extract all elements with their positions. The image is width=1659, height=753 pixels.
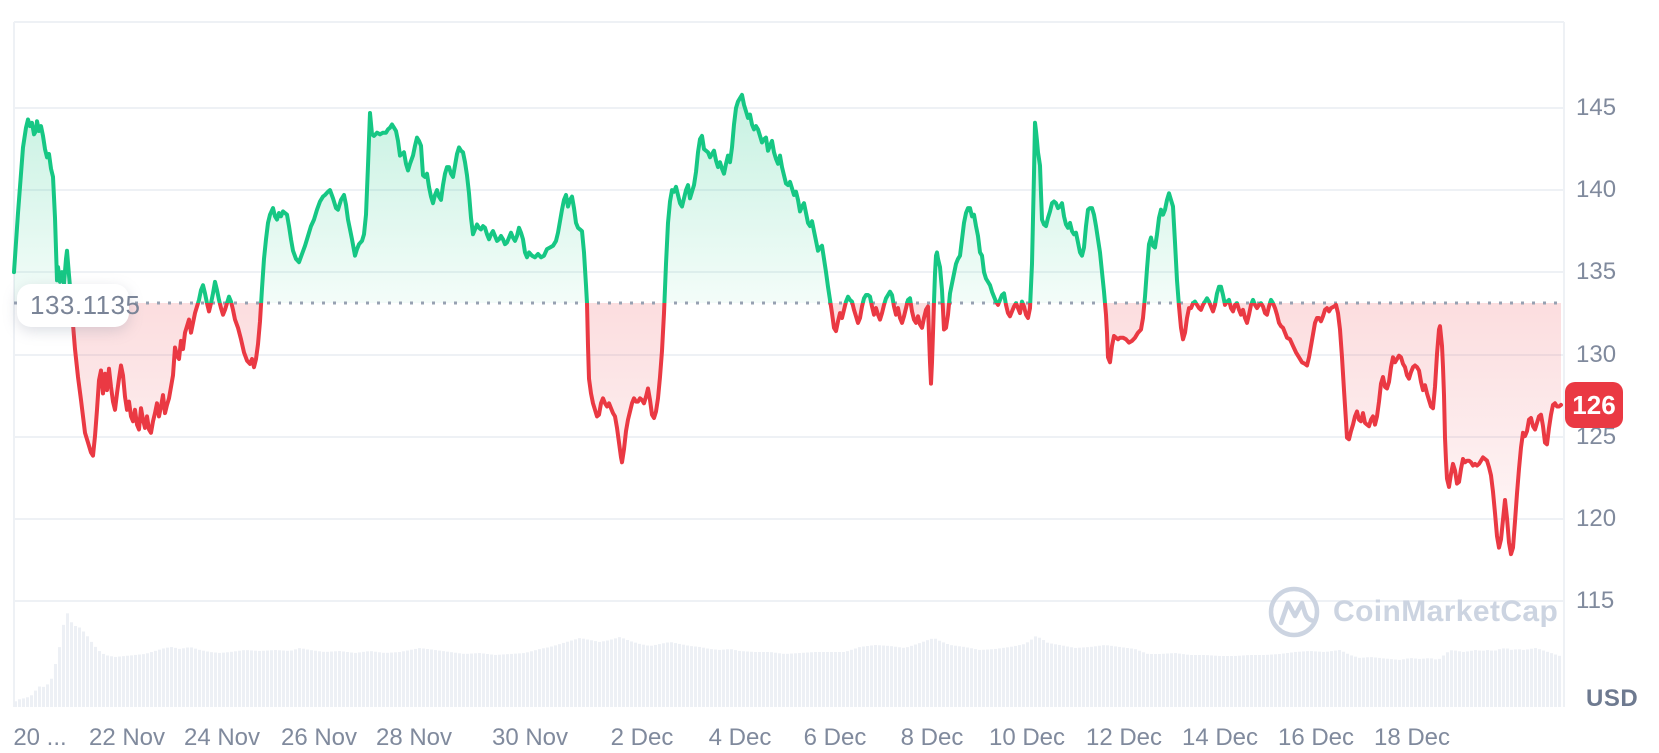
y-axis-label-135: 135 — [1576, 258, 1617, 285]
x-axis-label-10: 10 Dec — [988, 724, 1066, 751]
x-axis-label-6: 2 Dec — [610, 724, 674, 751]
y-axis-label-115: 115 — [1576, 587, 1615, 614]
x-axis-label-7: 4 Dec — [708, 724, 772, 751]
x-axis-label-3: 26 Nov — [280, 724, 358, 751]
x-axis-label-4: 28 Nov — [375, 724, 453, 751]
x-axis-label-5: 30 Nov — [491, 724, 569, 751]
currency-unit-label: USD — [1586, 685, 1639, 712]
current-price-value: 126 — [1572, 389, 1616, 420]
y-axis-label-120: 120 — [1576, 505, 1617, 532]
x-axis-label-2: 24 Nov — [183, 724, 261, 751]
x-axis-label-8: 6 Dec — [803, 724, 867, 751]
y-axis-label-145: 145 — [1576, 94, 1617, 121]
coinmarketcap-logo-icon — [1268, 586, 1320, 638]
y-axis-label-140: 140 — [1576, 176, 1617, 203]
x-axis-label-1: 22 Nov — [88, 724, 166, 751]
x-axis-label-13: 16 Dec — [1277, 724, 1355, 751]
x-axis-label-0: 20 ... — [13, 724, 67, 751]
current-price-badge: 126 — [1565, 382, 1623, 428]
baseline-price-value: 133.1135 — [30, 290, 141, 320]
x-axis-label-14: 18 Dec — [1373, 724, 1451, 751]
baseline-price-label: 133.1135 — [17, 284, 140, 327]
x-axis-label-11: 12 Dec — [1085, 724, 1163, 751]
x-axis-label-9: 8 Dec — [900, 724, 964, 751]
coinmarketcap-watermark: CoinMarketCap — [1266, 584, 1558, 640]
x-axis-label-12: 14 Dec — [1181, 724, 1259, 751]
volume-bars — [14, 613, 1561, 707]
coinmarketcap-watermark-text: CoinMarketCap — [1333, 595, 1559, 628]
y-axis-label-130: 130 — [1576, 341, 1617, 368]
